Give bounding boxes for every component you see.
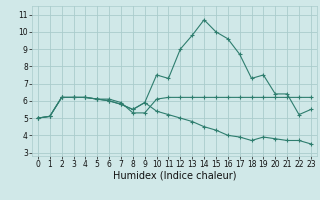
X-axis label: Humidex (Indice chaleur): Humidex (Indice chaleur) [113, 171, 236, 181]
